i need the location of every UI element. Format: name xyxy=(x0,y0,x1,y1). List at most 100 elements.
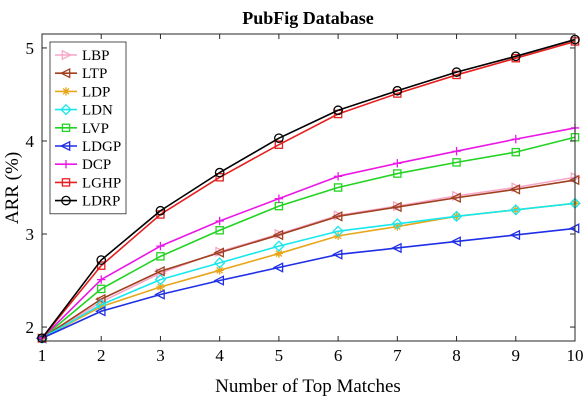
data-point-ltp-6 xyxy=(331,211,343,222)
legend-item-ldp: LDP xyxy=(55,84,110,100)
legend-marker-ldn xyxy=(60,103,72,116)
legend-marker-dcp xyxy=(61,160,71,169)
series-line-lghp xyxy=(41,40,576,339)
data-point-ldrp-2 xyxy=(96,255,107,265)
legend-marker-ldrp xyxy=(61,195,71,206)
legend-item-ldrp: LDRP xyxy=(55,194,120,210)
data-point-lghp-4 xyxy=(215,173,224,182)
legend-marker-lghp xyxy=(61,178,71,187)
data-point-lvp-7 xyxy=(393,169,402,178)
x-tick-label-2: 2 xyxy=(97,346,106,365)
legend-item-lvp: LVP xyxy=(55,121,109,137)
series-line-ldrp xyxy=(41,38,576,339)
data-point-ldgp-2 xyxy=(95,305,106,317)
data-point-ldn-5 xyxy=(273,240,285,252)
series-line-ltp xyxy=(41,179,576,339)
legend-marker-ldp xyxy=(61,87,71,96)
data-point-ldp-2 xyxy=(97,302,106,311)
x-tick-label-7: 7 xyxy=(393,346,402,365)
legend: LBP LTP LDP LDN LVP LDGP DCP LGHP LDRP xyxy=(49,41,127,215)
legend-marker-lbp xyxy=(61,49,73,61)
legend-marker-ldgp xyxy=(59,140,71,152)
legend-label-ldgp: LDGP xyxy=(82,139,121,155)
legend-label-lbp: LBP xyxy=(82,48,110,64)
legend-marker-lvp xyxy=(61,123,71,133)
series-ltp xyxy=(35,174,580,344)
y-tick-label-5: 5 xyxy=(26,39,35,58)
data-point-lvp-3 xyxy=(156,252,165,261)
data-point-ldgp-5 xyxy=(272,262,284,273)
data-point-ldrp-7 xyxy=(392,85,403,96)
data-point-dcp-8 xyxy=(452,147,461,156)
data-point-ldrp-5 xyxy=(274,133,284,144)
data-point-ldrp-3 xyxy=(155,205,166,216)
legend-marker-ltp xyxy=(59,67,71,79)
data-point-ltp-3 xyxy=(154,265,165,277)
data-point-ldrp-4 xyxy=(214,167,225,178)
data-point-ldp-3 xyxy=(156,282,165,292)
series-line-ldgp xyxy=(41,227,576,339)
legend-label-dcp: DCP xyxy=(82,157,111,173)
data-point-ldgp-4 xyxy=(213,275,225,286)
data-point-lvp-8 xyxy=(452,158,461,167)
legend-label-ldn: LDN xyxy=(82,103,113,119)
data-point-ltp-5 xyxy=(272,229,284,241)
data-point-ldrp-8 xyxy=(451,67,462,77)
legend-item-ldgp: LDGP xyxy=(55,139,121,155)
data-point-ldn-9 xyxy=(510,204,522,216)
data-point-ldgp-6 xyxy=(331,249,343,260)
chart-title: PubFig Database xyxy=(242,8,374,28)
data-point-ldgp-9 xyxy=(509,229,521,241)
plot-frame xyxy=(41,33,576,342)
x-tick-label-9: 9 xyxy=(512,346,521,365)
data-point-ldn-6 xyxy=(332,225,344,237)
data-point-ldp-4 xyxy=(215,266,224,275)
legend-item-ldn: LDN xyxy=(55,103,113,119)
legend-label-ltp: LTP xyxy=(82,66,107,82)
data-point-ldn-7 xyxy=(391,218,404,230)
x-axis-label: Number of Top Matches xyxy=(215,376,401,397)
legend-label-lvp: LVP xyxy=(82,121,109,137)
legend-item-ltp: LTP xyxy=(55,66,107,82)
legend-label-lghp: LGHP xyxy=(82,175,121,191)
x-tick-label-8: 8 xyxy=(452,346,461,365)
data-point-dcp-9 xyxy=(511,134,520,144)
data-point-ldrp-9 xyxy=(510,51,521,62)
data-point-ldgp-8 xyxy=(450,236,461,247)
x-tick-label-6: 6 xyxy=(334,346,343,365)
data-point-ltp-4 xyxy=(213,247,225,258)
data-point-ldp-5 xyxy=(274,249,284,258)
x-tick-label-5: 5 xyxy=(275,346,284,365)
y-axis-label: ARR (%) xyxy=(2,152,23,224)
data-point-ltp-7 xyxy=(391,201,402,213)
legend-item-lghp: LGHP xyxy=(55,175,121,191)
data-point-ldgp-7 xyxy=(391,242,402,254)
data-point-ldgp-3 xyxy=(154,289,165,300)
data-point-dcp-4 xyxy=(215,216,224,226)
data-point-ltp-8 xyxy=(450,192,461,203)
data-point-lvp-6 xyxy=(333,183,343,192)
x-tick-label-1: 1 xyxy=(38,346,47,365)
data-point-lvp-4 xyxy=(215,226,224,235)
data-point-ldn-8 xyxy=(450,210,463,223)
data-point-dcp-5 xyxy=(274,194,284,203)
data-point-ldrp-6 xyxy=(333,105,343,116)
legend-label-ldrp: LDRP xyxy=(82,194,120,210)
series-ldrp xyxy=(37,34,580,344)
series-line-lbp xyxy=(41,176,576,339)
series-dcp xyxy=(37,123,580,343)
legend-label-ldp: LDP xyxy=(82,84,110,100)
x-tick-label-4: 4 xyxy=(215,346,224,365)
series-ldgp xyxy=(35,223,580,344)
data-point-lvp-9 xyxy=(511,147,521,157)
data-point-ldp-7 xyxy=(393,222,402,231)
data-point-lvp-2 xyxy=(96,284,106,294)
data-point-ldn-3 xyxy=(154,273,167,286)
data-point-lghp-5 xyxy=(274,140,284,149)
x-tick-label-3: 3 xyxy=(156,346,165,365)
data-point-dcp-7 xyxy=(393,159,402,168)
legend-item-lbp: LBP xyxy=(55,48,110,64)
data-point-dcp-2 xyxy=(97,275,106,284)
